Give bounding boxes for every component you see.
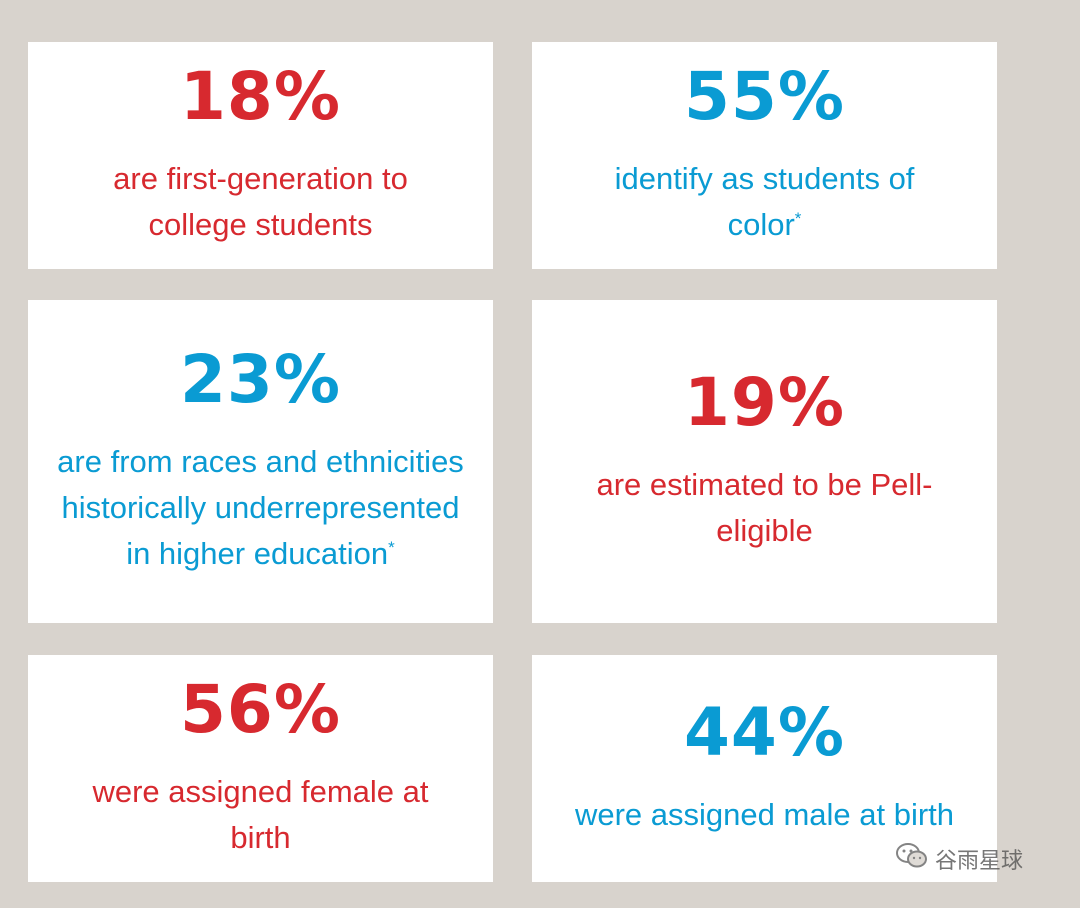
stat-description: identify as students of color* (595, 156, 935, 248)
watermark: 谷雨星球 (895, 842, 1023, 876)
stat-value: 23% (180, 340, 341, 418)
stat-card-underrepresented: 23% are from races and ethnicities histo… (28, 300, 493, 623)
stat-description: were assigned male at birth (555, 792, 975, 838)
stat-value: 18% (180, 57, 341, 135)
stat-description: were assigned female at birth (71, 769, 451, 861)
watermark-text: 谷雨星球 (935, 849, 1024, 874)
stat-description: are first-generation to college students (91, 156, 431, 248)
footnote-asterisk: * (388, 537, 395, 557)
stat-card-male-at-birth: 44% were assigned male at birth (532, 655, 997, 882)
stat-description-text: are estimated to be Pell-eligible (596, 466, 933, 548)
stat-card-female-at-birth: 56% were assigned female at birth (28, 655, 493, 882)
stat-description-text: were assigned male at birth (574, 796, 955, 832)
stat-description-text: are from races and ethnicities historica… (57, 443, 464, 571)
stat-value: 55% (684, 57, 845, 135)
stat-value: 19% (684, 363, 845, 441)
stat-description-text: are first-generation to college students (113, 160, 408, 242)
stat-description: are estimated to be Pell-eligible (575, 462, 955, 554)
stat-card-students-of-color: 55% identify as students of color* (532, 42, 997, 269)
stat-description-text: identify as students of color (614, 160, 915, 242)
stat-card-first-generation: 18% are first-generation to college stud… (28, 42, 493, 269)
stat-value: 56% (180, 670, 341, 748)
stat-value: 44% (684, 693, 845, 771)
footnote-asterisk: * (794, 208, 802, 228)
stat-description: are from races and ethnicities historica… (51, 439, 471, 577)
stat-card-pell-eligible: 19% are estimated to be Pell-eligible (532, 300, 997, 623)
wechat-icon (895, 842, 935, 876)
stat-description-text: were assigned female at birth (92, 773, 429, 855)
